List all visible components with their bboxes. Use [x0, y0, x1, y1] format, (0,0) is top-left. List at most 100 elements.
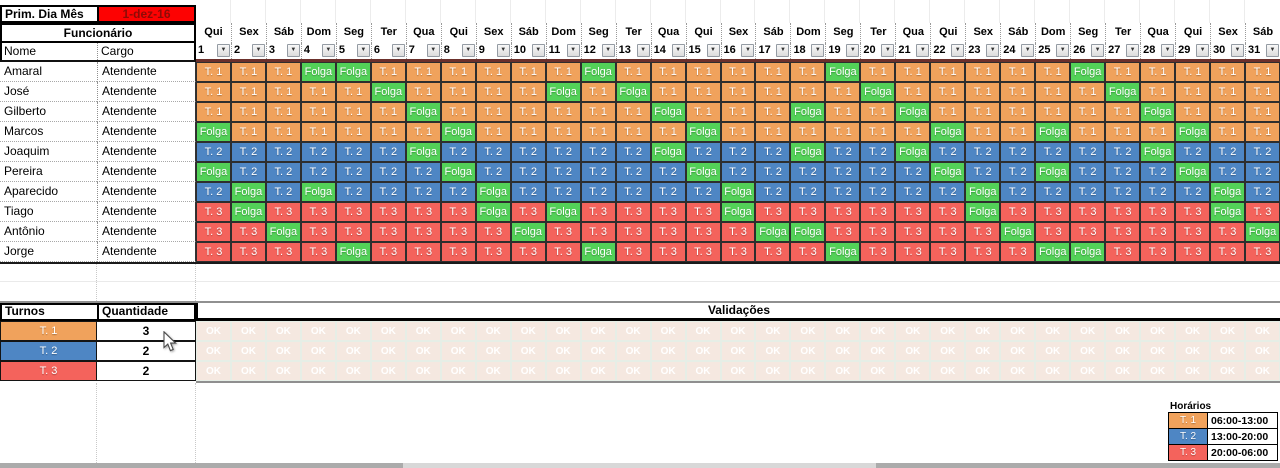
employee-name-cell[interactable]: José — [0, 82, 97, 102]
shift-cell[interactable]: T. 1 — [650, 122, 686, 142]
day-filter-dropdown[interactable]: ▼ — [391, 44, 405, 57]
shift-cell[interactable]: T. 2 — [1035, 142, 1071, 162]
folga-cell[interactable]: Folga — [1070, 62, 1106, 82]
shift-cell[interactable]: T. 3 — [685, 242, 721, 262]
shift-cell[interactable]: T. 3 — [825, 202, 861, 222]
shift-cell[interactable]: T. 1 — [615, 62, 651, 82]
shift-cell[interactable]: T. 1 — [1175, 62, 1211, 82]
shift-cell[interactable]: T. 2 — [930, 142, 966, 162]
shift-cell[interactable]: T. 1 — [720, 122, 756, 142]
shift-cell[interactable]: T. 3 — [405, 242, 441, 262]
shift-cell[interactable]: T. 2 — [580, 142, 616, 162]
shift-cell[interactable]: T. 3 — [685, 202, 721, 222]
shift-cell[interactable]: T. 2 — [1070, 182, 1106, 202]
folga-cell[interactable]: Folga — [895, 142, 931, 162]
folga-cell[interactable]: Folga — [1210, 182, 1246, 202]
shift-cell[interactable]: T. 1 — [1000, 122, 1036, 142]
folga-cell[interactable]: Folga — [300, 182, 336, 202]
shift-cell[interactable]: T. 2 — [1140, 182, 1176, 202]
shift-cell[interactable]: T. 2 — [650, 162, 686, 182]
shift-cell[interactable]: T. 1 — [615, 122, 651, 142]
shift-cell[interactable]: T. 1 — [1210, 62, 1246, 82]
shift-cell[interactable]: T. 1 — [1140, 122, 1176, 142]
shift-cell[interactable]: T. 2 — [1210, 142, 1246, 162]
shift-cell[interactable]: T. 1 — [755, 62, 791, 82]
shift-cell[interactable]: T. 1 — [545, 62, 581, 82]
shift-cell[interactable]: T. 1 — [265, 122, 301, 142]
shift-cell[interactable]: T. 1 — [440, 62, 476, 82]
folga-cell[interactable]: Folga — [1175, 162, 1211, 182]
folga-cell[interactable]: Folga — [825, 62, 861, 82]
shift-cell[interactable]: T. 1 — [895, 122, 931, 142]
shift-cell[interactable]: T. 1 — [720, 102, 756, 122]
shift-cell[interactable]: T. 1 — [1245, 62, 1280, 82]
shift-cell[interactable]: T. 3 — [930, 202, 966, 222]
shift-cell[interactable]: T. 1 — [300, 82, 336, 102]
shift-cell[interactable]: T. 1 — [1210, 102, 1246, 122]
shift-cell[interactable]: T. 1 — [1070, 102, 1106, 122]
shift-cell[interactable]: T. 1 — [300, 122, 336, 142]
shift-cell[interactable]: T. 1 — [196, 82, 231, 102]
folga-cell[interactable]: Folga — [720, 182, 756, 202]
day-filter-dropdown[interactable]: ▼ — [1021, 44, 1035, 57]
shift-cell[interactable]: T. 3 — [1245, 242, 1280, 262]
day-filter-dropdown[interactable]: ▼ — [636, 44, 650, 57]
shift-cell[interactable]: T. 1 — [860, 62, 896, 82]
shift-cell[interactable]: T. 2 — [825, 142, 861, 162]
shift-cell[interactable]: T. 2 — [685, 182, 721, 202]
folga-cell[interactable]: Folga — [475, 202, 511, 222]
shift-cell[interactable]: T. 3 — [405, 222, 441, 242]
shift-cell[interactable]: T. 3 — [440, 242, 476, 262]
shift-cell[interactable]: T. 1 — [196, 102, 231, 122]
shift-cell[interactable]: T. 3 — [720, 222, 756, 242]
shift-cell[interactable]: T. 1 — [755, 82, 791, 102]
shift-cell[interactable]: T. 1 — [440, 82, 476, 102]
day-filter-dropdown[interactable]: ▼ — [916, 44, 930, 57]
shift-cell[interactable]: T. 1 — [965, 82, 1001, 102]
day-filter-dropdown[interactable]: ▼ — [1056, 44, 1070, 57]
day-filter-dropdown[interactable]: ▼ — [601, 44, 615, 57]
shift-cell[interactable]: T. 3 — [930, 222, 966, 242]
shift-cell[interactable]: T. 2 — [895, 162, 931, 182]
shift-cell[interactable]: T. 1 — [545, 102, 581, 122]
shift-cell[interactable]: T. 3 — [965, 222, 1001, 242]
shift-cell[interactable]: T. 3 — [1035, 202, 1071, 222]
shift-cell[interactable]: T. 1 — [965, 62, 1001, 82]
shift-cell[interactable]: T. 3 — [1175, 222, 1211, 242]
shift-cell[interactable]: T. 2 — [440, 182, 476, 202]
shift-cell[interactable]: T. 1 — [475, 102, 511, 122]
shift-cell[interactable]: T. 3 — [510, 202, 546, 222]
shift-cell[interactable]: T. 1 — [475, 82, 511, 102]
shift-cell[interactable]: T. 2 — [860, 182, 896, 202]
shift-cell[interactable]: T. 1 — [265, 102, 301, 122]
folga-cell[interactable]: Folga — [1140, 142, 1176, 162]
shift-cell[interactable]: T. 1 — [825, 102, 861, 122]
folga-cell[interactable]: Folga — [1245, 222, 1280, 242]
shift-cell[interactable]: T. 2 — [1210, 162, 1246, 182]
folga-cell[interactable]: Folga — [440, 162, 476, 182]
shift-cell[interactable]: T. 2 — [790, 182, 826, 202]
shift-cell[interactable]: T. 2 — [685, 142, 721, 162]
shift-cell[interactable]: T. 3 — [440, 202, 476, 222]
folga-cell[interactable]: Folga — [580, 62, 616, 82]
folga-cell[interactable]: Folga — [335, 242, 371, 262]
folga-cell[interactable]: Folga — [790, 222, 826, 242]
shift-cell[interactable]: T. 3 — [335, 202, 371, 222]
shift-cell[interactable]: T. 2 — [370, 182, 406, 202]
shift-cell[interactable]: T. 1 — [510, 82, 546, 102]
shift-cell[interactable]: T. 2 — [1070, 162, 1106, 182]
shift-cell[interactable]: T. 3 — [755, 242, 791, 262]
shift-cell[interactable]: T. 2 — [545, 142, 581, 162]
shift-cell[interactable]: T. 1 — [1035, 82, 1071, 102]
shift-cell[interactable]: T. 3 — [1245, 202, 1280, 222]
shift-cell[interactable]: T. 1 — [720, 82, 756, 102]
shift-cell[interactable]: T. 2 — [755, 182, 791, 202]
shift-cell[interactable]: T. 3 — [1105, 222, 1141, 242]
shift-cell[interactable]: T. 1 — [1035, 102, 1071, 122]
day-filter-dropdown[interactable]: ▼ — [706, 44, 720, 57]
shift-cell[interactable]: T. 1 — [755, 102, 791, 122]
day-filter-dropdown[interactable]: ▼ — [1126, 44, 1140, 57]
shift-cell[interactable]: T. 1 — [230, 102, 266, 122]
folga-cell[interactable]: Folga — [685, 162, 721, 182]
employee-name-cell[interactable]: Tiago — [0, 202, 97, 222]
